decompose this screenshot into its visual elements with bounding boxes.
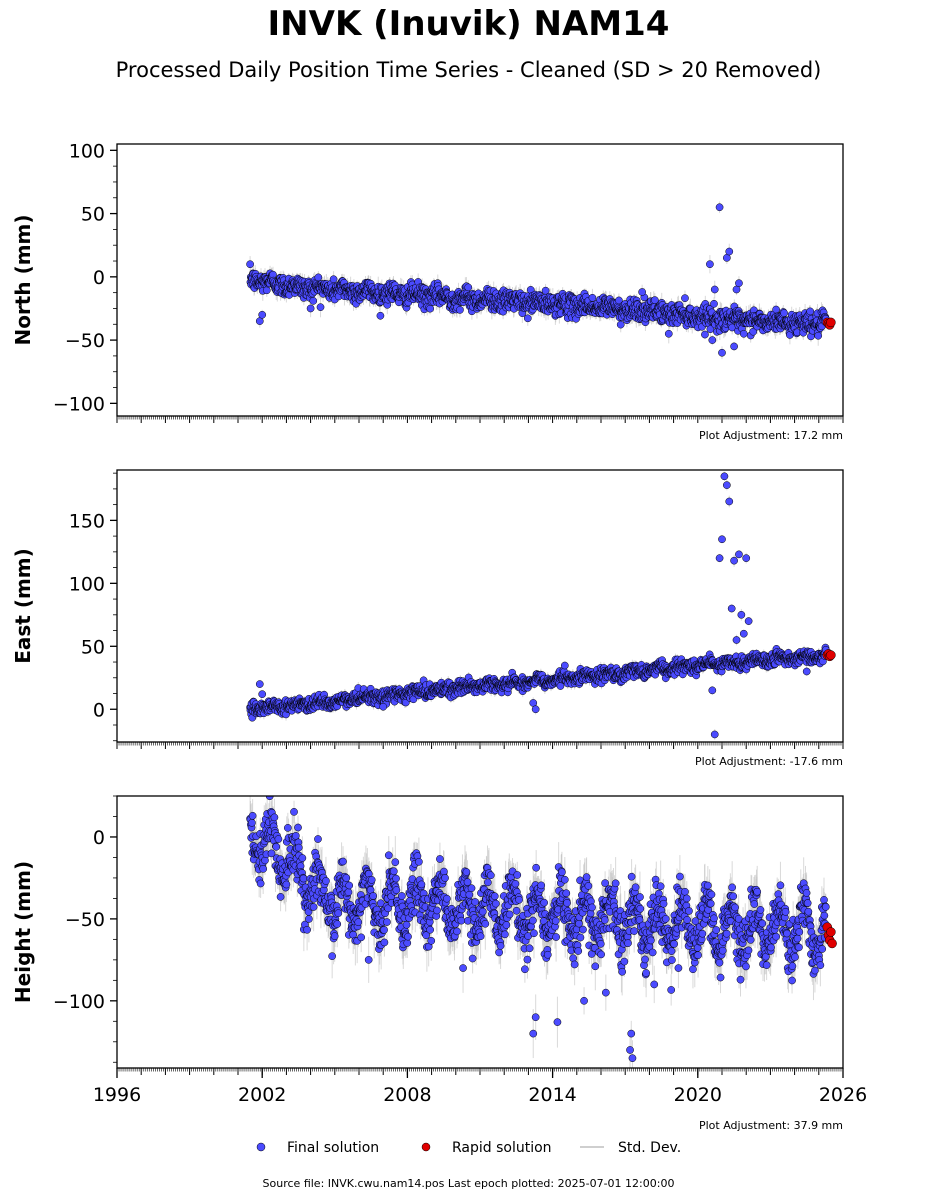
final-solution-point (706, 325, 715, 334)
final-solution-point (426, 304, 434, 313)
chart-title: INVK (Inuvik) NAM14 (267, 4, 670, 44)
y-tick-label: 50 (81, 204, 105, 226)
final-solution-point (780, 309, 788, 317)
final-solution-point (523, 314, 532, 323)
final-solution-point (650, 296, 659, 304)
final-solution-point (588, 293, 597, 302)
final-solution-point (615, 296, 623, 305)
final-solution-point (456, 306, 464, 314)
panel-1: −100 −50 0 50 100 North (mm) Plot Adjustment: … (11, 140, 844, 442)
y-tick-label: 0 (93, 267, 105, 289)
final-solution-point (806, 307, 815, 316)
final-solution-point (730, 342, 738, 351)
final-solution-point (710, 285, 719, 294)
final-solution-point (314, 273, 323, 282)
final-solution-point (701, 330, 709, 339)
final-solution-point (664, 329, 673, 338)
data-points (246, 201, 836, 360)
final-solution-point (464, 283, 473, 292)
y-tick-label: 100 (69, 140, 105, 162)
final-solution-point (541, 286, 550, 295)
final-solution-point (306, 304, 315, 313)
final-solution-point (715, 203, 724, 212)
y-axis-label: North (mm) (11, 214, 35, 345)
rapid-solution-point (826, 317, 836, 328)
final-solution-point (616, 320, 625, 329)
chart-subtitle: Processed Daily Position Time Series - C… (115, 58, 822, 82)
final-solution-point (638, 288, 646, 296)
plot-adjustment-note: Plot Adjustment: 17.2 mm (699, 429, 843, 442)
final-solution-point (329, 275, 338, 284)
final-solution-point (246, 260, 254, 269)
final-solution-point (708, 336, 717, 344)
final-solution-point (725, 247, 734, 256)
final-solution-point (316, 303, 325, 312)
final-solution-point (376, 311, 385, 320)
y-tick-label: −100 (53, 393, 105, 415)
final-solution-point (710, 299, 718, 308)
final-solution-point (739, 329, 748, 338)
data-points (246, 471, 836, 740)
final-solution-point (735, 279, 743, 288)
y-tick-label: −50 (65, 330, 105, 352)
final-solution-point (262, 286, 271, 295)
final-solution-point (309, 297, 318, 305)
final-solution-point (706, 260, 714, 269)
final-solution-point (681, 294, 689, 303)
final-solution-point (258, 310, 267, 319)
axes-frame (116, 143, 844, 417)
final-solution-point (814, 331, 823, 340)
final-solution-point (772, 305, 780, 314)
final-solution-point (749, 327, 758, 336)
final-solution-point (718, 348, 726, 357)
